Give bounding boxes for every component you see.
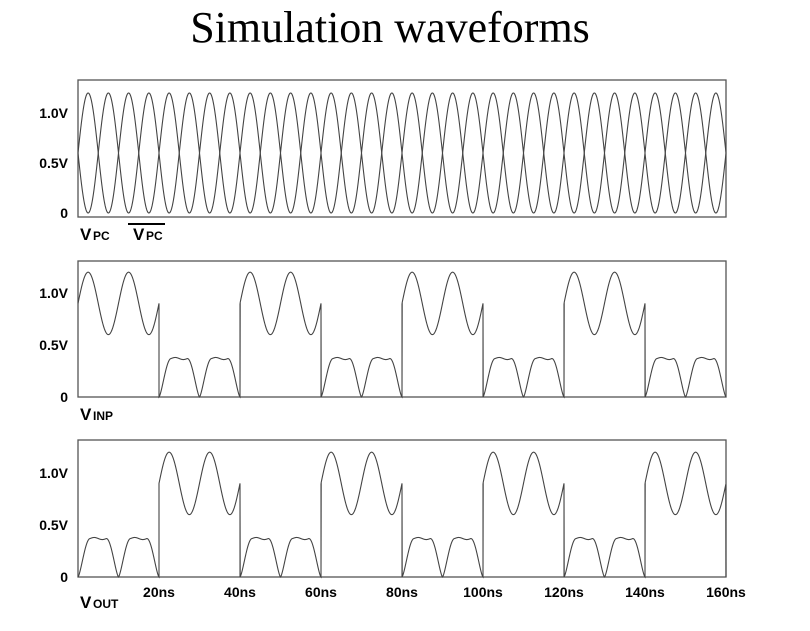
- waveform-trace: [77, 451, 727, 579]
- x-axis-ticks: 20ns 40ns 60ns 80ns 100ns 120ns 140ns 160ns: [143, 584, 746, 600]
- y-tick-label: 0: [60, 389, 68, 405]
- x-tick-label: 140ns: [625, 584, 665, 600]
- figure-title: Simulation waveforms: [190, 3, 590, 52]
- x-tick-label: 40ns: [224, 584, 256, 600]
- y-tick-label: 0: [60, 205, 68, 221]
- waveform-trace: [77, 92, 727, 214]
- y-tick-label: 1.0V: [39, 105, 68, 121]
- y-tick-label: 0.5V: [39, 517, 68, 533]
- y-tick-label: 0.5V: [39, 337, 68, 353]
- signal-label-sub: PC: [146, 229, 163, 243]
- y-tick-label: 0: [60, 569, 68, 585]
- signal-label: V INP: [80, 405, 113, 424]
- x-tick-label: 20ns: [143, 584, 175, 600]
- x-tick-label: 80ns: [386, 584, 418, 600]
- signal-label-complement: V PC: [128, 223, 165, 244]
- waveform-trace: [77, 271, 727, 399]
- y-tick-label: 1.0V: [39, 465, 68, 481]
- x-tick-label: 120ns: [544, 584, 584, 600]
- x-tick-label: 60ns: [305, 584, 337, 600]
- signal-label-main: V: [133, 225, 145, 244]
- signal-label-sub: INP: [93, 409, 113, 423]
- signal-label: V OUT: [80, 593, 119, 612]
- signal-label-sub: PC: [93, 229, 110, 243]
- signal-label-main: V: [80, 405, 92, 424]
- x-tick-label: 100ns: [463, 584, 503, 600]
- y-tick-label: 1.0V: [39, 285, 68, 301]
- signal-label-main: V: [80, 593, 92, 612]
- x-tick-label: 160ns: [706, 584, 746, 600]
- signal-label: V PC: [80, 225, 110, 244]
- signal-label-main: V: [80, 225, 92, 244]
- y-tick-label: 0.5V: [39, 155, 68, 171]
- signal-label-sub: OUT: [93, 597, 119, 611]
